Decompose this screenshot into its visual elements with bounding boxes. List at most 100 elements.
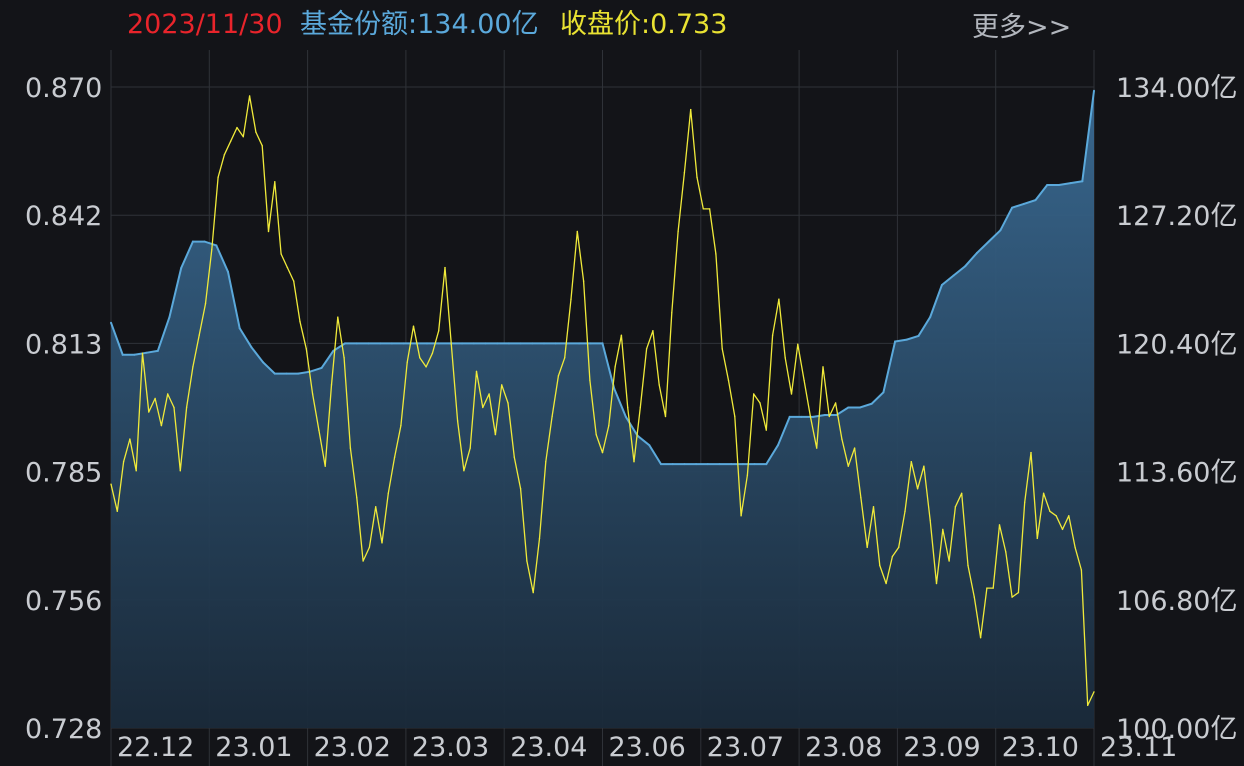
fund-share-point xyxy=(1034,199,1037,202)
fund-share-point xyxy=(976,251,978,254)
close-price-point xyxy=(790,393,793,395)
close-price-point xyxy=(715,253,717,255)
y-right-tick-label: 113.60亿 xyxy=(1116,458,1237,489)
fund-share-point xyxy=(741,463,744,466)
fund-share-point xyxy=(496,342,499,345)
fund-share-point xyxy=(1011,206,1014,209)
fund-share-point xyxy=(730,463,733,466)
more-link[interactable]: 更多>> xyxy=(972,12,1072,43)
axes: 0.870 134.00亿 0.842 127.20亿 0.813 120.40亿 0.78… xyxy=(25,73,1237,763)
close-price-point xyxy=(293,280,295,282)
close-price-point xyxy=(1080,569,1083,571)
fund-share-point xyxy=(765,463,768,466)
close-price-point xyxy=(236,126,238,129)
close-price-point xyxy=(891,555,894,558)
close-price-point xyxy=(519,488,522,490)
close-price-point xyxy=(368,546,371,549)
fund-share-point xyxy=(660,463,662,466)
close-price-point xyxy=(343,357,345,359)
close-price-point xyxy=(904,510,906,512)
close-price-point xyxy=(702,208,704,210)
fund-share-point xyxy=(905,338,908,341)
fund-share-point xyxy=(999,229,1002,232)
fund-share-point xyxy=(168,316,171,318)
close-price-point xyxy=(406,361,408,364)
y-left-tick-label: 0.870 xyxy=(25,73,102,104)
close-price-point xyxy=(431,352,434,354)
fund-share-point xyxy=(262,361,265,364)
close-price-point xyxy=(456,420,459,422)
fund-share-point xyxy=(461,342,464,345)
close-price-point xyxy=(438,330,440,332)
close-price-point xyxy=(847,465,849,467)
close-price-point xyxy=(973,596,975,598)
close-price-readout: 收盘价:0.733 xyxy=(560,9,728,40)
close-price-point xyxy=(1093,691,1095,693)
close-price-point xyxy=(595,433,597,436)
close-price-point xyxy=(129,438,131,440)
close-price-point xyxy=(192,366,194,368)
close-price-point xyxy=(501,384,503,386)
close-price-point xyxy=(879,564,881,567)
close-price-point xyxy=(601,451,604,454)
fund-share-point xyxy=(344,342,346,345)
close-price-point xyxy=(570,298,572,300)
close-price-point xyxy=(526,560,528,562)
fund-share-point xyxy=(379,342,382,345)
close-price-point xyxy=(633,461,635,463)
close-price-point xyxy=(217,176,219,178)
x-tick-label: 23.03 xyxy=(412,732,489,763)
fund-share-point xyxy=(929,316,932,318)
close-price-point xyxy=(299,321,301,323)
close-price-point xyxy=(1017,591,1020,594)
close-price-point xyxy=(393,456,396,458)
fund-share-point xyxy=(613,387,616,390)
fund-share-point xyxy=(285,372,288,375)
close-price-point xyxy=(1005,551,1007,553)
close-price-point xyxy=(223,154,226,156)
fund-share-point xyxy=(718,463,721,466)
close-price-point xyxy=(387,492,389,494)
fund-share-point xyxy=(472,342,475,345)
close-price-point xyxy=(797,343,799,345)
close-price-point xyxy=(185,406,188,409)
close-price-point xyxy=(337,316,339,318)
y-left-tick-label: 0.842 xyxy=(25,201,102,232)
close-price-point xyxy=(242,136,244,138)
close-price-point xyxy=(627,406,629,409)
x-tick-label: 23.08 xyxy=(805,732,882,763)
close-price-point xyxy=(1087,704,1089,707)
fund-share-point xyxy=(507,342,510,345)
fund-share-point xyxy=(894,340,897,343)
close-price-point xyxy=(564,357,566,359)
fund-share-point xyxy=(1057,184,1060,186)
fund-share-point xyxy=(531,342,534,345)
fund-share-point xyxy=(1022,202,1025,205)
y-right-tick-label: 134.00亿 xyxy=(1116,73,1237,104)
close-price-point xyxy=(463,470,465,472)
fund-share-point xyxy=(414,342,417,345)
fund-share-point xyxy=(191,240,194,243)
fund-share-point xyxy=(238,327,241,330)
y-right-tick-label: 106.80亿 xyxy=(1116,586,1237,617)
close-price-point xyxy=(154,397,156,400)
fund-share-point xyxy=(519,342,522,345)
close-price-point xyxy=(538,537,541,540)
close-price-point xyxy=(280,253,282,255)
close-price-point xyxy=(998,524,1001,526)
close-price-point xyxy=(935,582,938,585)
close-price-point xyxy=(828,415,830,418)
fund-share-point xyxy=(426,342,428,345)
close-price-point xyxy=(551,415,553,418)
y-right-tick-label: 127.20亿 xyxy=(1116,201,1237,232)
close-price-point xyxy=(727,379,730,382)
close-price-point xyxy=(1042,492,1045,494)
fund-share-area xyxy=(111,90,1094,729)
x-tick-label: 23.10 xyxy=(1002,732,1079,763)
x-tick-label: 23.02 xyxy=(314,732,391,763)
close-price-point xyxy=(167,393,169,395)
close-price-point xyxy=(324,465,326,467)
close-price-point xyxy=(412,325,415,327)
fund-share-point xyxy=(695,463,698,466)
